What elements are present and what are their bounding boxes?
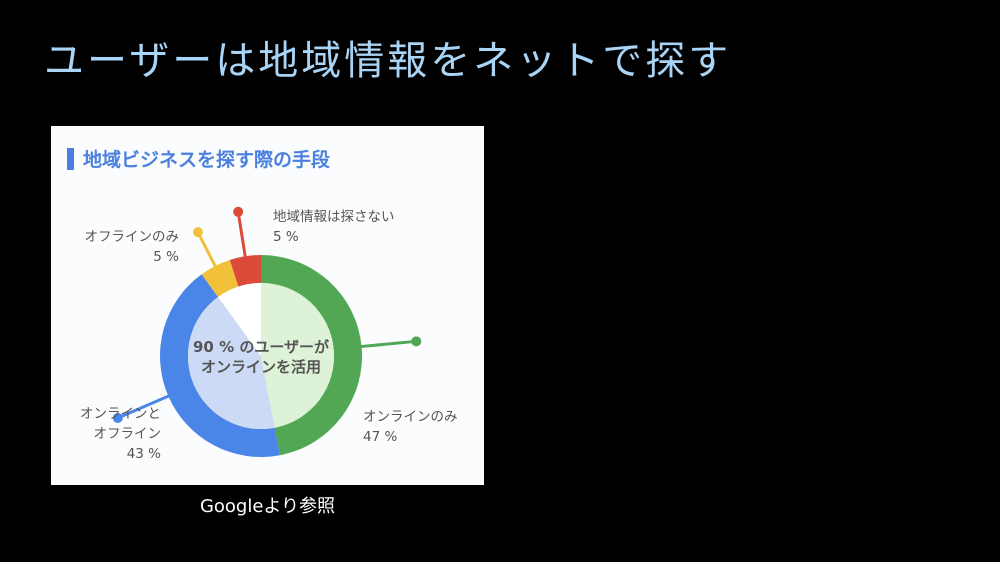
leader-dot-3 <box>233 206 244 217</box>
slice-inner-0 <box>261 283 335 428</box>
leader-line-1 <box>117 393 171 420</box>
leader-dot-1 <box>112 412 123 423</box>
center-label: 90 % のユーザーがオンラインを活用 <box>193 338 330 376</box>
leader-line-0 <box>359 339 417 349</box>
chart-title-bar <box>67 148 74 170</box>
slice-label-0: オンラインのみ 47 % <box>363 409 458 445</box>
slice-ring-3 <box>229 255 261 287</box>
leader-line-3 <box>236 211 247 259</box>
leader-dot-2 <box>192 227 203 238</box>
slide-title: ユーザーは地域情報をネットで探す <box>44 38 732 84</box>
slice-label-3: 地域情報は探さない 5 % <box>273 209 395 245</box>
slice-inner-3 <box>238 283 261 356</box>
donut-chart: 地域ビジネスを探す際の手段 オンラインのみ 47 % オンラインとオフライン 43 %… <box>67 148 458 462</box>
slice-ring-0 <box>261 255 362 456</box>
slice-inner-2 <box>218 286 261 356</box>
slice-ring-1 <box>160 274 280 457</box>
slice-ring-2 <box>201 259 239 297</box>
slice-label-2: オフラインのみ 5 % <box>85 229 180 265</box>
chart-card: 地域ビジネスを探す際の手段 オンラインのみ 47 % オンラインとオフライン 43 %… <box>51 126 484 485</box>
slice-inner-1 <box>188 296 275 429</box>
chart-title: 地域ビジネスを探す際の手段 <box>83 148 331 171</box>
slice-label-1: オンラインとオフライン 43 % <box>80 406 161 462</box>
source-caption: Googleより参照 <box>199 496 336 517</box>
leader-dot-0 <box>411 336 422 347</box>
leader-line-2 <box>196 231 218 269</box>
